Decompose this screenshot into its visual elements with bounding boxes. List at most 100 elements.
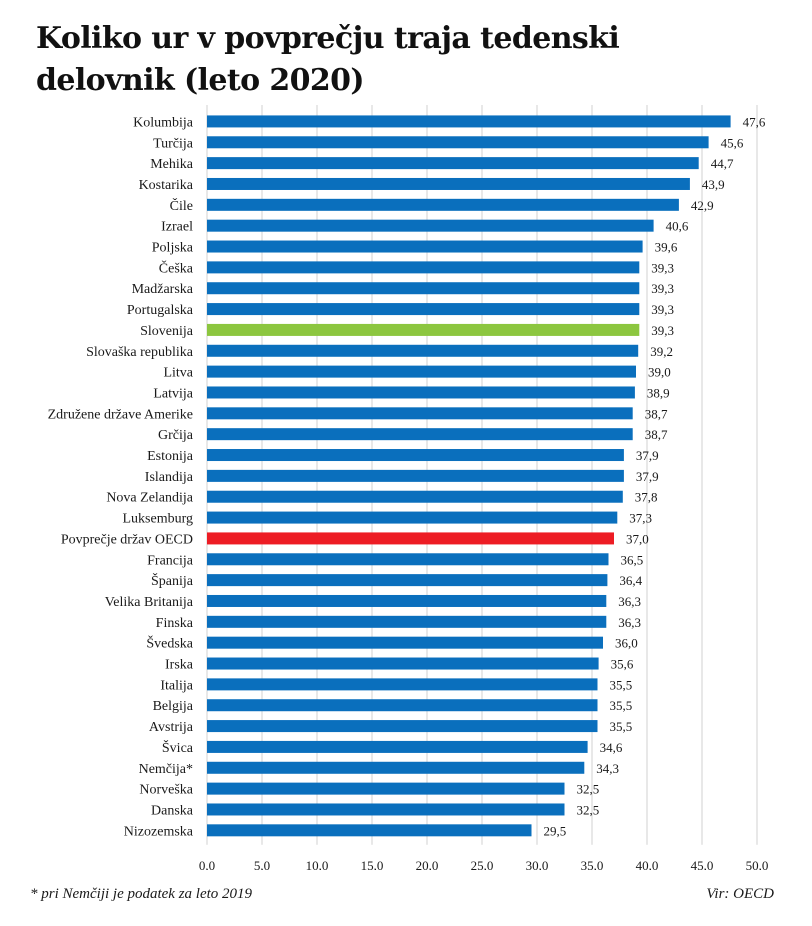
x-tick-label: 15,0 [361, 858, 384, 870]
bar [207, 657, 599, 670]
category-label: Velika Britanija [105, 595, 194, 610]
category-label: Nemčija* [139, 762, 193, 777]
bar [207, 428, 633, 441]
category-label: Čile [170, 197, 193, 214]
category-label: Madžarska [132, 282, 194, 297]
value-label: 34,3 [596, 761, 619, 776]
category-label: Nizozemska [124, 824, 194, 839]
category-label: Danska [151, 803, 194, 818]
value-label: 37,0 [626, 531, 649, 546]
category-label: Grčija [158, 428, 194, 443]
category-label: Turčija [153, 136, 194, 151]
x-tick-label: 25,0 [471, 858, 494, 870]
category-label: Španija [151, 572, 194, 589]
category-label: Francija [147, 553, 194, 568]
bar [207, 303, 640, 316]
value-label: 32,5 [577, 802, 600, 817]
category-label: Estonija [147, 449, 194, 464]
category-label: Nova Zelandija [106, 491, 193, 506]
bar-chart: Kolumbija Turčija Mehika Kostarika Čile Izrae… [48, 105, 769, 870]
value-label: 32,5 [577, 782, 600, 797]
category-label: Finska [156, 616, 194, 631]
category-label: Avstrija [149, 720, 194, 735]
bar [207, 532, 614, 545]
category-label: Islandija [145, 470, 194, 485]
value-label: 45,6 [721, 135, 744, 150]
bar [207, 574, 608, 587]
footnote: * pri Nemčiji je podatek za leto 2019 [30, 886, 253, 902]
category-label: Poljska [152, 241, 194, 256]
bar [207, 615, 607, 628]
x-axis-ticks: 0,0 5,0 10,0 15,0 20,0 25,0 30,0 35,0 40,0 45,0 50… [199, 858, 769, 870]
value-label: 38,7 [645, 427, 668, 442]
bar [207, 261, 640, 274]
x-tick-label: 30,0 [526, 858, 549, 870]
x-tick-label: 20,0 [416, 858, 439, 870]
bars [207, 115, 731, 837]
value-label: 36,5 [621, 552, 644, 567]
value-label: 37,3 [629, 511, 652, 526]
bar [207, 407, 633, 420]
value-label: 39,0 [648, 365, 671, 380]
bar [207, 636, 603, 649]
category-label: Kostarika [139, 178, 194, 193]
category-label: Portugalska [127, 303, 194, 318]
category-label: Mehika [150, 157, 194, 172]
value-label: 36,3 [618, 615, 641, 630]
bar [207, 323, 640, 336]
x-tick-label: 40,0 [636, 858, 659, 870]
category-label: Švedska [146, 635, 193, 652]
value-label: 40,6 [666, 219, 689, 234]
category-label: Združene države Amerike [48, 407, 193, 422]
value-label: 36,3 [618, 594, 641, 609]
value-label: 37,9 [636, 469, 659, 484]
bar [207, 469, 624, 482]
value-label: 42,9 [691, 198, 714, 213]
value-label: 35,6 [611, 657, 634, 672]
bar [207, 240, 643, 253]
category-label: Litva [163, 366, 193, 381]
category-label: Kolumbija [133, 115, 194, 130]
category-label: Italija [160, 678, 193, 693]
bar [207, 803, 565, 816]
value-label: 37,9 [636, 448, 659, 463]
category-label: Latvija [153, 386, 193, 401]
x-tick-label: 0,0 [199, 858, 215, 870]
bar [207, 699, 598, 712]
bar [207, 386, 635, 399]
category-label: Slovenija [140, 324, 194, 339]
bar [207, 740, 588, 753]
x-tick-label: 5,0 [254, 858, 270, 870]
value-label: 36,0 [615, 636, 638, 651]
bar [207, 594, 607, 607]
value-label: 39,3 [651, 323, 674, 338]
bar [207, 449, 624, 462]
value-label: 39,3 [651, 281, 674, 296]
category-label: Norveška [139, 783, 193, 798]
bar [207, 198, 679, 211]
value-label: 38,9 [647, 385, 670, 400]
category-label: Belgija [153, 699, 194, 714]
value-label: 39,2 [650, 344, 673, 359]
bar [207, 157, 699, 170]
category-label: Češka [159, 259, 194, 276]
value-label: 36,4 [619, 573, 642, 588]
x-tick-label: 10,0 [306, 858, 329, 870]
x-tick-label: 35,0 [581, 858, 604, 870]
value-label: 43,9 [702, 177, 725, 192]
bar [207, 115, 731, 128]
category-labels: Kolumbija Turčija Mehika Kostarika Čile Izrae… [48, 115, 194, 839]
bar [207, 782, 565, 795]
value-label: 39,3 [651, 260, 674, 275]
bar [207, 824, 532, 837]
category-label: Švica [162, 739, 194, 756]
category-label: Izrael [161, 220, 193, 235]
category-label: Slovaška republika [86, 345, 194, 360]
x-tick-label: 45,0 [691, 858, 714, 870]
category-label: Luksemburg [122, 512, 193, 527]
bar [207, 344, 639, 357]
bar [207, 511, 618, 524]
bar [207, 177, 690, 190]
bar [207, 761, 585, 774]
value-label: 35,5 [610, 719, 633, 734]
